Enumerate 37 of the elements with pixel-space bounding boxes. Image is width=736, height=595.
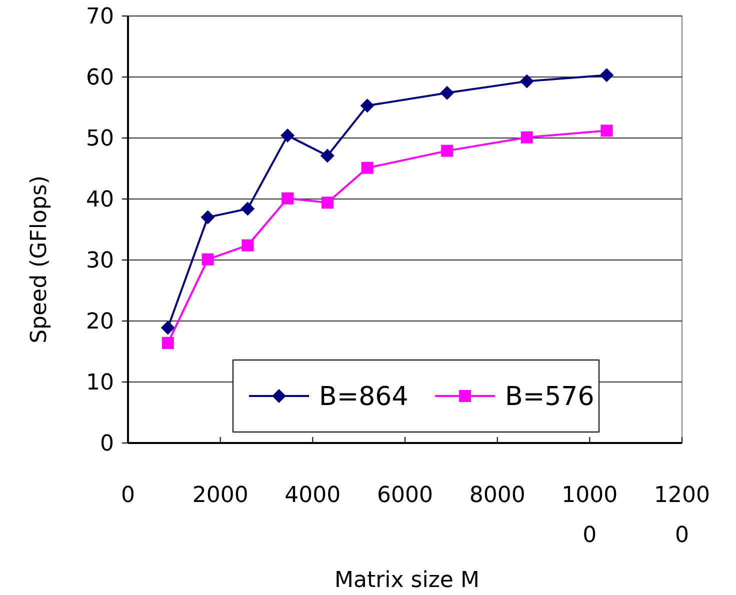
legend-label: B=576 [505, 382, 594, 412]
x-tick-label: 1200 0 [654, 483, 710, 548]
x-axis-title: Matrix size M [334, 568, 480, 593]
y-axis-title: Speed (GFlops) [27, 176, 52, 344]
point [321, 196, 334, 209]
y-tick-label: 50 [86, 126, 114, 152]
x-tick-label: 0 [121, 483, 135, 508]
x-tick-label: 8000 [469, 483, 526, 508]
point [162, 336, 174, 349]
point [600, 68, 614, 82]
point [361, 162, 374, 174]
y-tick-label: 30 [86, 248, 114, 274]
legend-label: B=864 [319, 382, 408, 412]
point [282, 192, 294, 204]
x-tick-label: 2000 [192, 483, 248, 508]
x-tick-label: 6000 [377, 483, 433, 508]
point [280, 128, 295, 143]
point [520, 131, 533, 144]
point [200, 210, 215, 224]
point [202, 253, 214, 266]
x-tick-label: 1000 0 [562, 483, 618, 548]
point [160, 320, 175, 335]
x-tick-label: 4000 [284, 483, 341, 508]
y-tick-label: 20 [86, 310, 114, 335]
point [360, 98, 374, 113]
point [240, 202, 255, 216]
y-tick-label: 10 [86, 370, 114, 396]
y-tick-label: 60 [86, 66, 114, 91]
y-tick-label: 70 [86, 4, 114, 30]
y-tick-label: 40 [86, 188, 114, 213]
point [600, 124, 613, 137]
point [520, 74, 534, 88]
point [242, 239, 254, 252]
point [320, 148, 334, 163]
point [440, 86, 454, 100]
point [441, 144, 454, 157]
y-tick-label: 0 [100, 432, 114, 457]
